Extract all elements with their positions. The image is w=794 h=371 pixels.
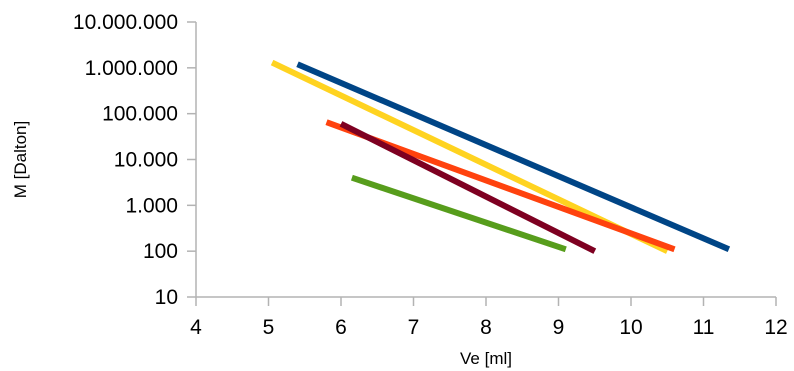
y-tick-label: 10.000	[114, 149, 178, 172]
series-line-5	[350, 174, 567, 253]
x-tick-label: 5	[263, 316, 275, 339]
x-tick-label: 8	[480, 316, 492, 339]
x-tick-label: 6	[335, 316, 347, 339]
series-line-4	[339, 121, 597, 254]
x-tick-label: 11	[693, 316, 715, 339]
y-tick-label: 1.000	[125, 194, 178, 217]
axes	[195, 22, 776, 298]
x-tick-label: 9	[553, 316, 565, 339]
y-tick-label: 10.000.000	[73, 11, 178, 34]
x-tick-label: 4	[190, 316, 202, 339]
y-tick-label: 100.000	[102, 103, 178, 126]
x-tick-label: 10	[619, 316, 642, 339]
series-line-1	[296, 61, 731, 253]
y-axis-title: M [Dalton]	[11, 121, 30, 198]
x-tick-label: 12	[764, 316, 787, 339]
y-tick-label: 100	[143, 240, 178, 263]
ticks: 10 100 1.000 10.000 100.000 1.000.000 10.000.0…	[73, 11, 788, 339]
y-tick-label: 1.000.000	[85, 57, 178, 80]
x-tick-label: 7	[408, 316, 420, 339]
y-tick-label: 10	[155, 286, 178, 309]
x-axis-title: Ve [ml]	[460, 349, 512, 368]
series-lines	[270, 59, 731, 254]
